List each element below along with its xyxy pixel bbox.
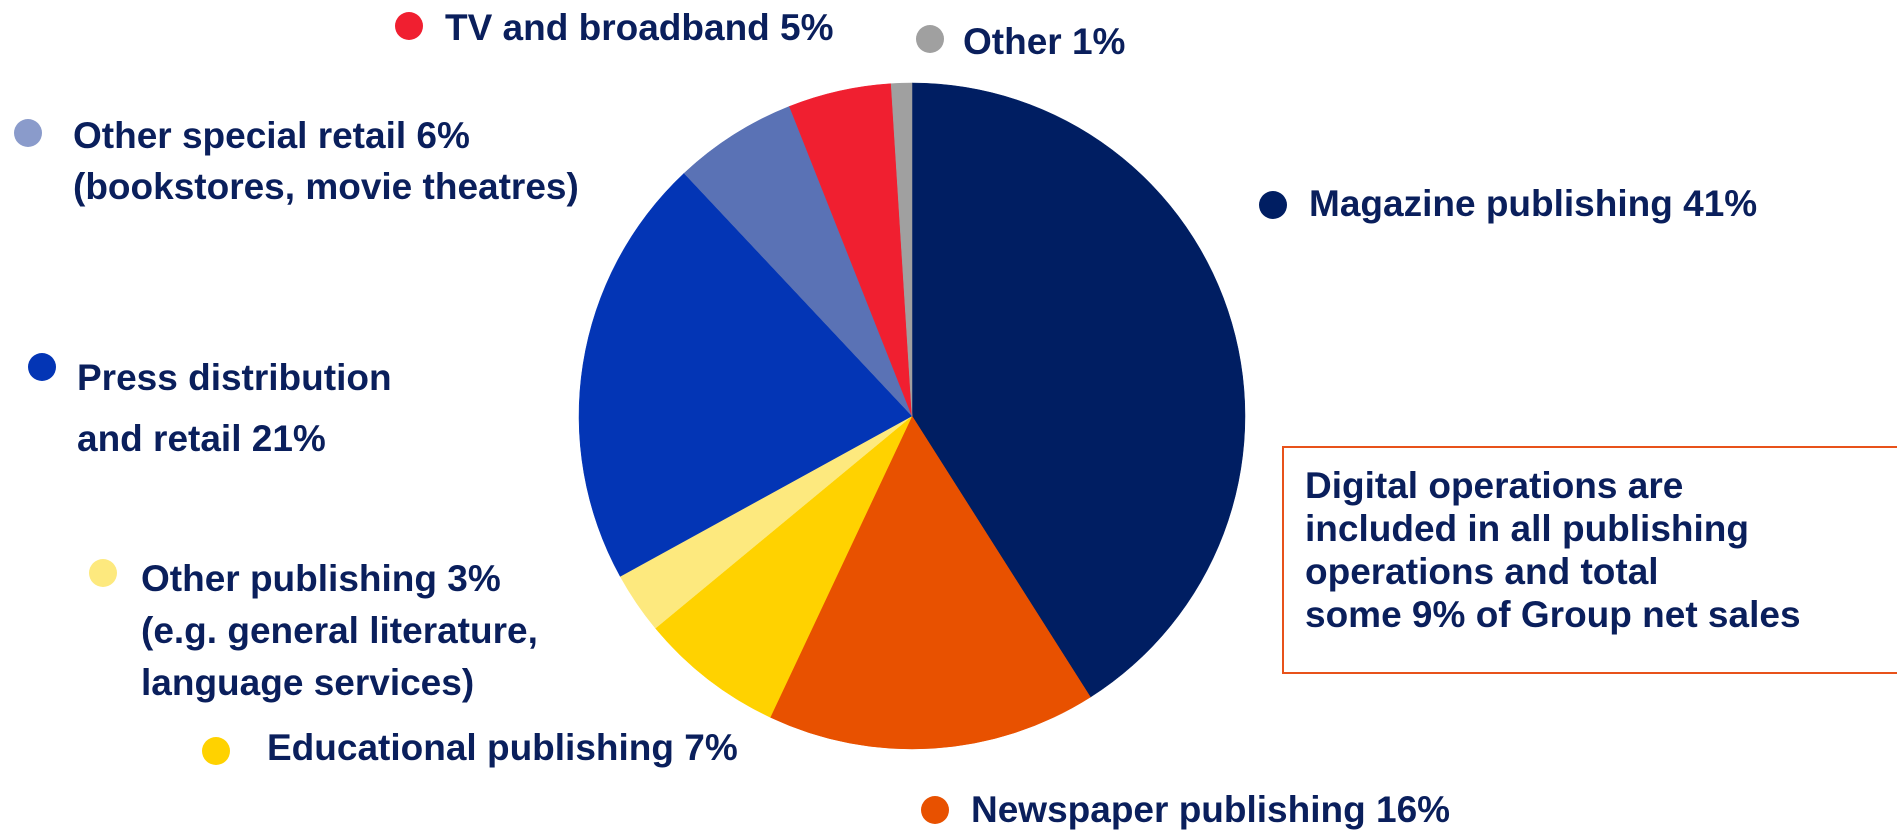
label-line: Press distribution [77, 357, 392, 398]
note-line: operations and total [1305, 551, 1659, 592]
label-other: Other 1% [963, 20, 1125, 64]
label-line: language services) [141, 662, 475, 703]
label-line: Other publishing 3% [141, 558, 501, 599]
note-line: some 9% of Group net sales [1305, 594, 1801, 635]
label-line: Educational publishing 7% [267, 727, 738, 768]
legend-dot-other-special-retail [14, 119, 42, 147]
label-line: (e.g. general literature, [141, 610, 538, 651]
pie-slice-1 [911, 82, 1246, 698]
label-press-distribution: Press distribution and retail 21% [77, 347, 392, 469]
legend-dot-magazine [1259, 191, 1287, 219]
label-line: and retail 21% [77, 418, 326, 459]
legend-dot-other-publishing [89, 559, 117, 587]
pie-slice-8 [890, 82, 913, 417]
legend-dot-educational [202, 737, 230, 765]
legend-dot-press-distribution [28, 353, 56, 381]
label-tv-and-broadband: TV and broadband 5% [445, 6, 834, 50]
label-line: Newspaper publishing 16% [971, 789, 1451, 830]
label-line: Magazine publishing 41% [1309, 183, 1758, 224]
digital-operations-note: Digital operations are included in all p… [1282, 446, 1897, 674]
legend-dot-tv-broadband [395, 12, 423, 40]
legend-dot-other [916, 25, 944, 53]
legend-dot-newspaper [921, 796, 949, 824]
note-line: included in all publishing [1305, 508, 1749, 549]
label-line: Other special retail 6% [73, 115, 470, 156]
label-line: (bookstores, movie theatres) [73, 166, 579, 207]
label-magazine-publishing: Magazine publishing 41% [1309, 182, 1757, 226]
pie-slice-5 [578, 172, 913, 577]
label-line: Other 1% [963, 21, 1126, 62]
pie-slice-6 [683, 106, 913, 417]
pie-slice-2 [769, 415, 1091, 750]
label-other-special-retail: Other special retail 6% (bookstores, mov… [73, 110, 579, 212]
label-educational-publishing: Educational publishing 7% [267, 726, 738, 770]
pie-slice-3 [655, 415, 913, 718]
label-other-publishing: Other publishing 3% (e.g. general litera… [141, 553, 538, 709]
note-line: Digital operations are [1305, 465, 1684, 506]
label-newspaper-publishing: Newspaper publishing 16% [971, 788, 1450, 832]
label-line: TV and broadband 5% [445, 7, 834, 48]
